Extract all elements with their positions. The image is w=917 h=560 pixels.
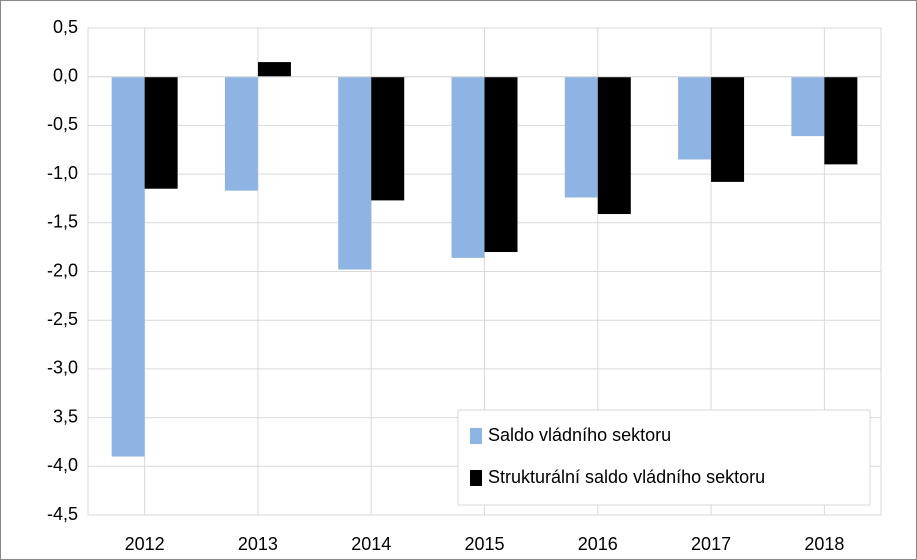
x-tick-label: 2013 xyxy=(238,534,278,554)
bar xyxy=(224,76,258,191)
legend-swatch xyxy=(470,470,482,486)
bar xyxy=(144,76,178,189)
y-tick-label: 3,5 xyxy=(53,406,78,426)
legend-box xyxy=(457,409,871,506)
x-tick-label: 2017 xyxy=(691,534,731,554)
bar xyxy=(711,76,745,182)
bar xyxy=(791,76,825,137)
y-tick-label: -1,0 xyxy=(47,163,78,183)
legend-label: Strukturální saldo vládního sektoru xyxy=(488,467,765,487)
bar xyxy=(564,76,598,198)
x-tick-label: 2014 xyxy=(351,534,391,554)
legend-swatch xyxy=(470,428,482,444)
x-tick-label: 2018 xyxy=(804,534,844,554)
y-tick-label: -0,5 xyxy=(47,114,78,134)
y-tick-label: -2,5 xyxy=(47,309,78,329)
bar xyxy=(824,76,858,165)
bar xyxy=(484,76,518,253)
bar xyxy=(257,62,291,77)
x-tick-label: 2015 xyxy=(464,534,504,554)
bar xyxy=(451,76,485,258)
y-tick-label: -1,5 xyxy=(47,212,78,232)
bar xyxy=(678,76,712,160)
y-tick-label: -3,0 xyxy=(47,358,78,378)
bar xyxy=(338,76,372,270)
plot-border xyxy=(87,27,882,516)
x-tick-label: 2012 xyxy=(125,534,165,554)
y-tick-label: -2,0 xyxy=(47,260,78,280)
bar xyxy=(111,76,145,457)
legend-label: Saldo vládního sektoru xyxy=(488,425,671,445)
y-tick-label: 0,0 xyxy=(53,65,78,85)
y-tick-label: -4,5 xyxy=(47,504,78,524)
x-tick-label: 2016 xyxy=(578,534,618,554)
bar xyxy=(597,76,631,215)
bar xyxy=(371,76,405,201)
y-tick-label: 0,5 xyxy=(53,17,78,37)
y-tick-label: -4,0 xyxy=(47,455,78,475)
